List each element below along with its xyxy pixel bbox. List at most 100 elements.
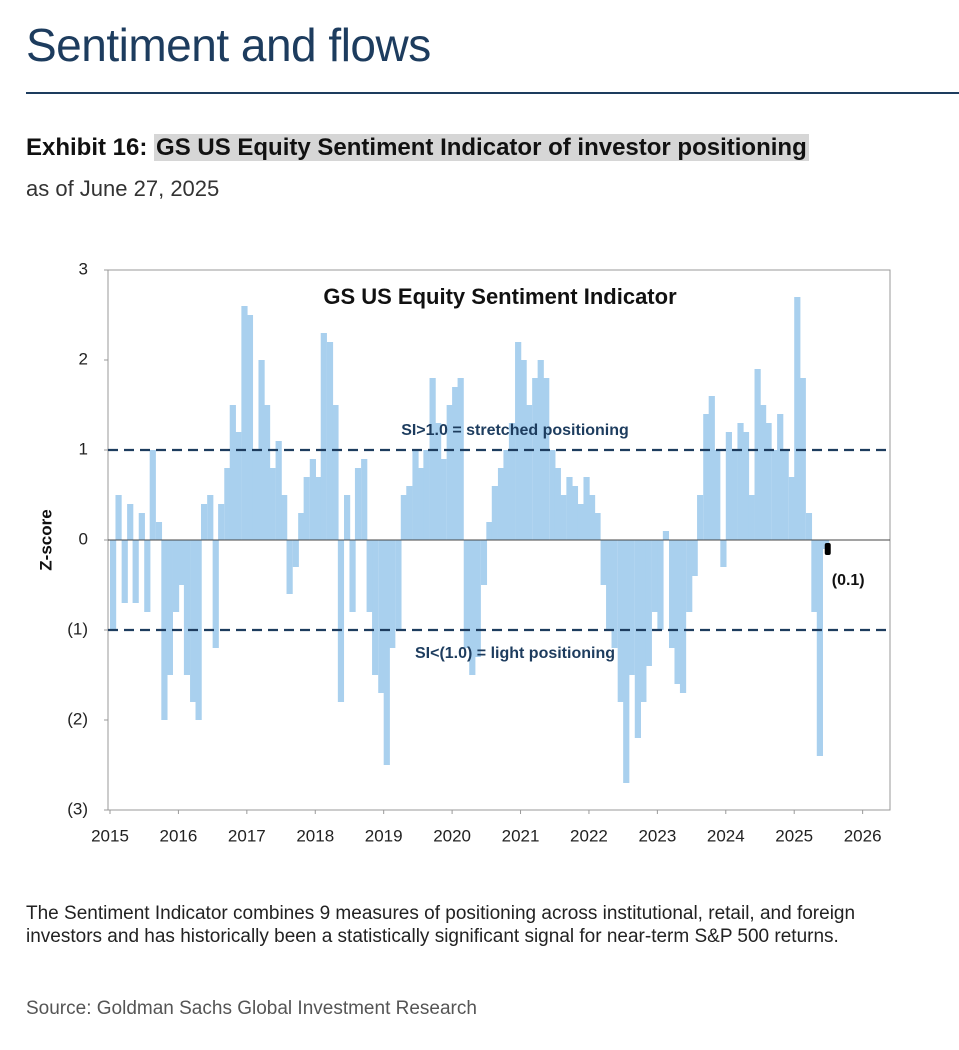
bar bbox=[400, 495, 407, 540]
bar bbox=[480, 540, 488, 585]
bar bbox=[263, 405, 271, 540]
bar bbox=[742, 432, 750, 540]
chart-title: GS US Equity Sentiment Indicator bbox=[323, 284, 677, 309]
bar bbox=[486, 522, 493, 540]
exhibit-label: Exhibit 16: bbox=[26, 134, 148, 161]
bar bbox=[777, 414, 784, 540]
bar bbox=[378, 540, 385, 693]
bar bbox=[229, 405, 236, 540]
bar bbox=[588, 495, 596, 540]
bar bbox=[166, 540, 173, 675]
y-tick-label: 2 bbox=[79, 349, 88, 368]
bar bbox=[440, 459, 447, 540]
bar bbox=[195, 540, 202, 720]
bar bbox=[600, 540, 607, 585]
bar bbox=[554, 468, 561, 540]
bar bbox=[110, 540, 117, 630]
x-tick-label: 2020 bbox=[433, 826, 471, 845]
bar bbox=[149, 450, 156, 540]
x-tick-label: 2017 bbox=[228, 826, 266, 845]
bar bbox=[765, 423, 772, 540]
bar bbox=[669, 540, 676, 648]
bar bbox=[725, 432, 732, 540]
bar bbox=[515, 342, 522, 540]
bar bbox=[611, 540, 618, 648]
bar bbox=[275, 441, 282, 540]
title-rule bbox=[26, 92, 959, 94]
bar bbox=[623, 540, 630, 783]
bar bbox=[127, 504, 134, 540]
y-tick-label: 0 bbox=[79, 529, 88, 548]
bar bbox=[469, 540, 476, 675]
footnote: The Sentiment Indicator combines 9 measu… bbox=[26, 903, 856, 947]
exhibit-subtitle: as of June 27, 2025 bbox=[26, 176, 220, 201]
x-tick-label: 2021 bbox=[502, 826, 540, 845]
bar bbox=[121, 540, 128, 603]
bar bbox=[286, 540, 293, 594]
reference-label: SI<(1.0) = light positioning bbox=[415, 645, 615, 662]
bar bbox=[281, 495, 288, 540]
bar bbox=[720, 540, 727, 567]
bar bbox=[606, 540, 613, 630]
bar bbox=[651, 540, 659, 612]
bar bbox=[811, 540, 818, 612]
bar bbox=[543, 378, 550, 540]
bar bbox=[241, 306, 248, 540]
bar bbox=[172, 540, 180, 612]
bar bbox=[674, 540, 681, 684]
bar bbox=[332, 405, 339, 540]
latest-marker bbox=[824, 543, 831, 555]
bar bbox=[417, 468, 425, 540]
x-tick-label: 2016 bbox=[160, 826, 198, 845]
x-tick-label: 2023 bbox=[638, 826, 676, 845]
bar bbox=[190, 540, 197, 702]
bar bbox=[697, 495, 704, 540]
y-tick-label: (3) bbox=[67, 799, 88, 818]
bar bbox=[446, 405, 453, 540]
page-title: Sentiment and flows bbox=[26, 19, 431, 71]
bar bbox=[326, 342, 334, 540]
bar bbox=[155, 522, 163, 540]
bar bbox=[708, 396, 715, 540]
bar bbox=[805, 513, 813, 540]
bar bbox=[645, 540, 652, 666]
bar bbox=[224, 468, 231, 540]
bar bbox=[463, 540, 470, 648]
bar bbox=[138, 513, 145, 540]
bar bbox=[571, 486, 579, 540]
y-tick-label: 1 bbox=[79, 439, 88, 458]
bar bbox=[771, 450, 778, 540]
bar bbox=[132, 540, 139, 603]
bar bbox=[115, 495, 122, 540]
bar bbox=[657, 540, 664, 630]
bar bbox=[183, 540, 191, 675]
bar bbox=[640, 540, 647, 702]
x-tick-label: 2024 bbox=[707, 826, 745, 845]
bar bbox=[144, 540, 151, 612]
bar bbox=[303, 477, 310, 540]
bar bbox=[354, 468, 362, 540]
bar bbox=[503, 450, 510, 540]
bar bbox=[754, 369, 761, 540]
x-tick-label: 2019 bbox=[365, 826, 403, 845]
bar bbox=[452, 387, 459, 540]
latest-label: (0.1) bbox=[832, 572, 865, 589]
bar bbox=[406, 486, 413, 540]
bar bbox=[737, 423, 744, 540]
bar bbox=[703, 414, 710, 540]
bar bbox=[691, 540, 698, 576]
bar bbox=[474, 540, 481, 657]
bar bbox=[594, 513, 601, 540]
bar bbox=[549, 450, 556, 540]
bar bbox=[577, 504, 584, 540]
y-tick-label: (2) bbox=[67, 709, 88, 728]
bar bbox=[423, 450, 430, 540]
bar bbox=[686, 540, 693, 612]
bar bbox=[201, 504, 208, 540]
bar bbox=[269, 468, 276, 540]
bar bbox=[760, 405, 767, 540]
bar bbox=[395, 540, 402, 630]
bar bbox=[218, 504, 225, 540]
bar bbox=[383, 540, 390, 765]
